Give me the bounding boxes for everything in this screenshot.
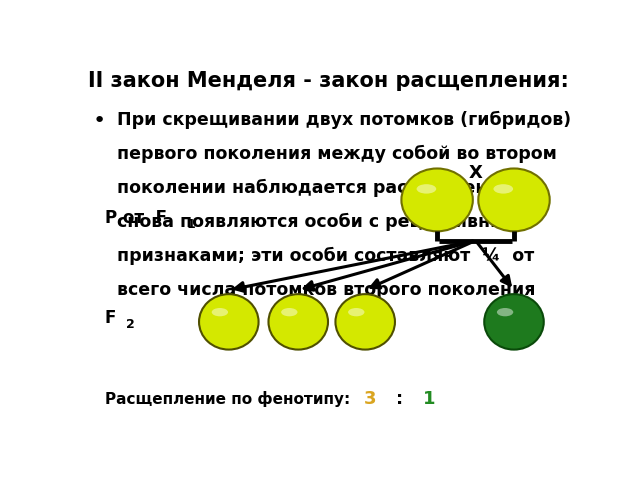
Ellipse shape: [212, 308, 228, 316]
Text: всего числа потомков второго поколения: всего числа потомков второго поколения: [117, 281, 536, 299]
Text: 2: 2: [126, 318, 135, 331]
Text: первого поколения между собой во втором: первого поколения между собой во втором: [117, 145, 557, 163]
Ellipse shape: [401, 168, 473, 231]
Text: •: •: [92, 111, 106, 131]
Text: Р от  F: Р от F: [105, 209, 167, 228]
Ellipse shape: [497, 308, 513, 316]
Ellipse shape: [493, 184, 513, 193]
Ellipse shape: [269, 294, 328, 349]
Text: X: X: [468, 164, 483, 182]
Text: :: :: [396, 391, 403, 408]
Text: 3: 3: [364, 391, 376, 408]
Text: 1: 1: [424, 391, 436, 408]
Text: Расщепление по фенотипу:: Расщепление по фенотипу:: [105, 392, 350, 408]
Text: При скрещивании двух потомков (гибридов): При скрещивании двух потомков (гибридов): [117, 111, 572, 129]
Text: снова появляются особи с рецессивными: снова появляются особи с рецессивными: [117, 213, 532, 231]
Ellipse shape: [484, 294, 544, 349]
Ellipse shape: [199, 294, 259, 349]
Ellipse shape: [348, 308, 364, 316]
Text: F: F: [105, 309, 116, 327]
Text: II закон Менделя - закон расщепления:: II закон Менделя - закон расщепления:: [88, 71, 568, 91]
Ellipse shape: [335, 294, 395, 349]
Ellipse shape: [281, 308, 298, 316]
Ellipse shape: [478, 168, 550, 231]
Text: признаками; эти особи составляют  ¼  от: признаками; эти особи составляют ¼ от: [117, 247, 534, 265]
Ellipse shape: [417, 184, 436, 193]
Text: 1: 1: [187, 218, 195, 231]
Text: поколении наблюдается расщепление, и: поколении наблюдается расщепление, и: [117, 179, 536, 197]
